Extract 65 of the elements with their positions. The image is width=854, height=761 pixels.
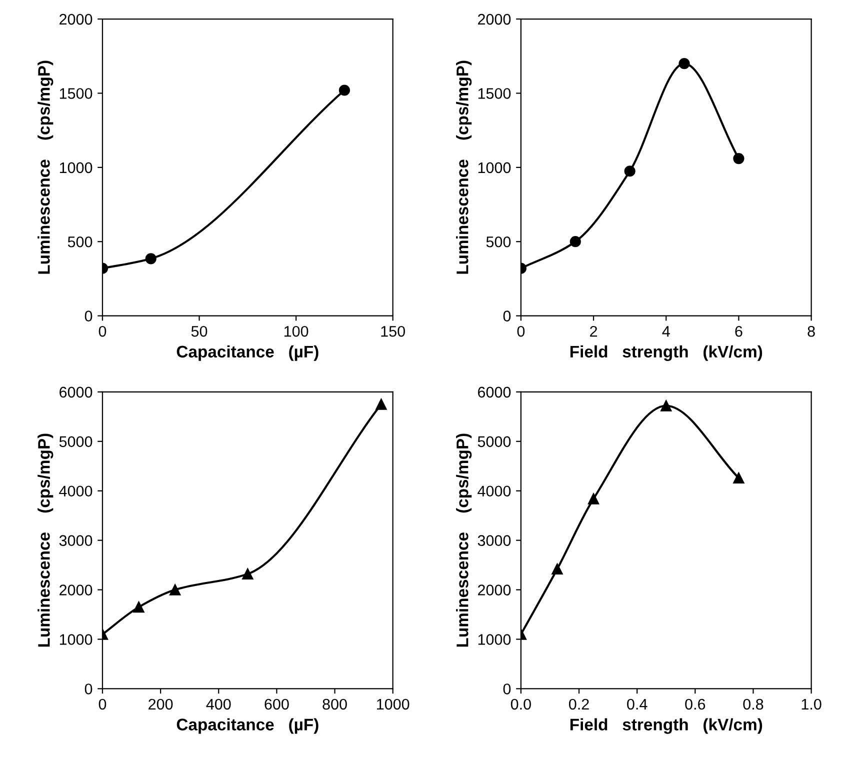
y-tick-label: 1000: [478, 634, 511, 645]
point: [376, 398, 387, 410]
y-tick-label: 4000: [59, 486, 92, 497]
point: [552, 563, 563, 575]
x-tick-label: 0: [517, 326, 525, 337]
y-tick-label: 1500: [478, 88, 511, 99]
y-tick-label: 500: [486, 236, 511, 248]
y-tick-label: 0: [503, 310, 511, 322]
point: [733, 472, 744, 484]
y-tick-label: 6000: [60, 386, 92, 398]
x-tick-label: 4: [662, 326, 670, 337]
y-tick-label: 2000: [60, 14, 92, 25]
x-axis-title: Capacitance (µF): [176, 718, 318, 734]
y-tick-label: 2000: [478, 14, 511, 25]
x-tick-label: 0: [98, 698, 106, 710]
x-tick-label: 6: [735, 326, 742, 337]
x-axis-title: Field strength (kV/cm): [570, 718, 762, 734]
y-axis-title: Luminescence (cps/mgP): [38, 60, 54, 274]
x-tick-label: 0.0: [510, 698, 531, 710]
point: [133, 602, 144, 613]
x-tick-label: 1.0: [802, 698, 822, 710]
y-tick-label: 6000: [478, 386, 511, 398]
x-axis-title: Field strength (kV/cm): [570, 345, 762, 361]
y-tick-label: 5000: [59, 436, 92, 448]
x-tick-label: 150: [381, 326, 405, 337]
x-tick-label: 200: [148, 698, 173, 710]
y-tick-label: 2000: [478, 584, 511, 596]
x-tick-label: 0.2: [568, 698, 589, 710]
x-tick-label: 100: [284, 326, 308, 337]
y-tick-label: 4000: [478, 486, 511, 497]
y-axis-title: Luminescence (cps/mgP): [456, 434, 472, 647]
x-tick-label: 400: [206, 698, 231, 710]
x-axis-title: Capacitance (µF): [176, 345, 318, 361]
point: [570, 236, 581, 248]
y-axis-title: Luminescence (cps/mgP): [456, 60, 472, 274]
x-tick-label: 8: [808, 326, 815, 337]
x-tick-label: 50: [191, 326, 208, 337]
x-tick-label: 800: [322, 698, 347, 710]
y-tick-label: 0: [503, 684, 511, 694]
x-tick-label: 1000: [377, 698, 410, 710]
y-tick-label: 1500: [60, 88, 92, 99]
y-tick-label: 3000: [478, 535, 511, 546]
y-tick-label: 2000: [60, 584, 92, 596]
y-axis-title: Luminescence (cps/mgP): [38, 434, 54, 647]
x-tick-label: 0: [98, 326, 106, 337]
y-tick-label: 1000: [60, 162, 92, 174]
point: [624, 166, 636, 177]
point: [170, 584, 181, 596]
x-tick-label: 2: [590, 326, 598, 337]
y-tick-label: 1000: [478, 162, 511, 174]
point: [660, 400, 672, 412]
y-tick-label: 3000: [59, 535, 92, 546]
x-tick-label: 0.8: [743, 698, 764, 710]
point: [678, 58, 690, 70]
point: [733, 152, 744, 164]
point: [242, 568, 254, 580]
x-tick-label: 600: [264, 698, 289, 710]
y-tick-label: 500: [68, 236, 92, 248]
x-tick-label: 0.4: [627, 698, 648, 710]
y-tick-label: 0: [84, 684, 92, 694]
y-tick-label: 1000: [60, 634, 92, 645]
y-tick-label: 5000: [478, 436, 511, 448]
y-tick-label: 0: [84, 310, 92, 322]
x-tick-label: 0.6: [685, 698, 706, 710]
point: [588, 493, 600, 504]
